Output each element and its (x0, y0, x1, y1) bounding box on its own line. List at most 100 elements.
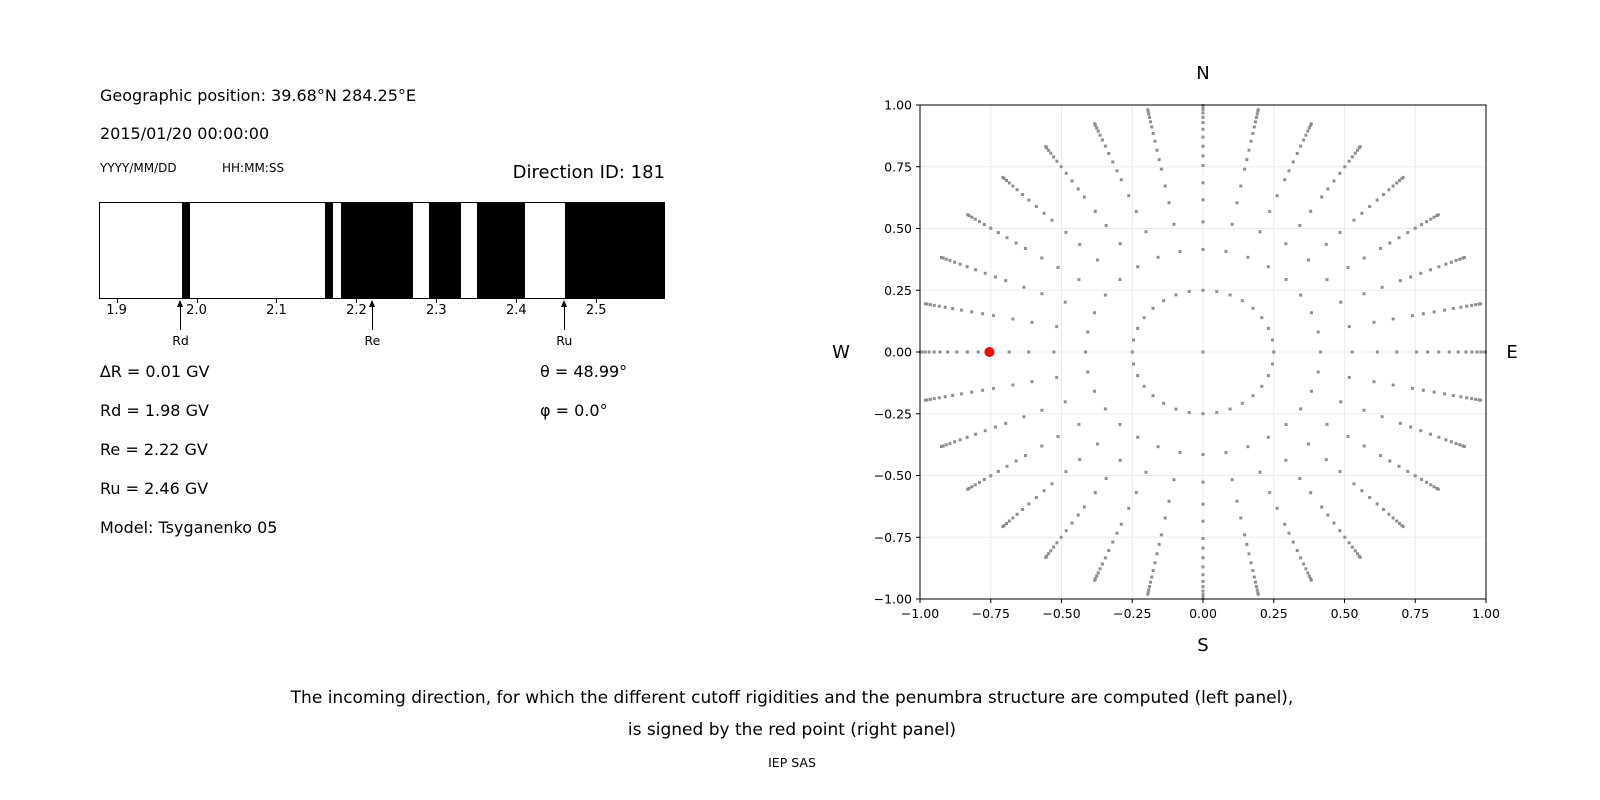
direction-dot (1004, 522, 1008, 526)
direction-dot (1056, 435, 1060, 439)
direction-dot (925, 302, 929, 306)
direction-dot (1415, 350, 1419, 354)
direction-dot (1470, 303, 1474, 307)
direction-dot (1320, 505, 1324, 509)
direction-dot (1239, 516, 1243, 520)
direction-dot (1156, 445, 1160, 449)
direction-dot (1444, 438, 1448, 442)
y-axis-tick-label: −0.50 (874, 468, 912, 483)
direction-dot (1059, 535, 1063, 539)
direction-dot (1395, 350, 1399, 354)
penumbra-axis-tick-label: 2.1 (266, 303, 287, 318)
direction-dot (1447, 350, 1451, 354)
direction-dot (1224, 451, 1228, 455)
direction-dot (1056, 265, 1060, 269)
cutoff-arrow-label: Re (364, 333, 381, 348)
direction-dot (1172, 478, 1176, 482)
penumbra-axis-tick-label: 1.9 (106, 303, 127, 318)
direction-dot (1326, 513, 1330, 517)
direction-dot (1436, 213, 1440, 217)
direction-dot (1201, 164, 1205, 168)
direction-dot (1291, 540, 1295, 544)
direction-dot (1449, 440, 1453, 444)
direction-dot (1421, 388, 1425, 392)
direction-dot (970, 310, 974, 314)
direction-dot (1150, 575, 1154, 579)
direction-dot (1287, 169, 1291, 173)
direction-dot (1320, 195, 1324, 199)
direction-dot (1249, 139, 1253, 143)
direction-dot (1042, 489, 1046, 493)
direction-dot (1425, 220, 1429, 224)
direction-dot (1201, 154, 1205, 158)
direction-dot (1270, 362, 1274, 366)
direction-dot (1421, 312, 1425, 316)
direction-dot (1347, 325, 1351, 329)
direction-dot (1157, 158, 1161, 162)
direction-dot (1397, 464, 1401, 468)
direction-dot (1254, 116, 1258, 119)
direction-dot (923, 350, 927, 354)
direction-dot (974, 432, 978, 436)
selected-direction-red-dot (984, 347, 995, 357)
direction-dot (1247, 148, 1251, 152)
cutoff-arrow-label: Ru (556, 333, 573, 348)
direction-dot (1030, 320, 1034, 324)
direction-dot (974, 268, 978, 272)
direction-dot (1098, 133, 1102, 137)
direction-dot (1442, 308, 1446, 312)
direction-dot (1040, 408, 1044, 412)
direction-dot (1201, 350, 1205, 354)
direction-dot (996, 469, 1000, 473)
direction-dot (1084, 350, 1088, 354)
direction-dot (981, 388, 985, 392)
rd-value: Rd = 1.98 GV (100, 401, 209, 420)
y-axis-tick-label: −1.00 (874, 592, 912, 607)
direction-dot (1187, 411, 1191, 415)
direction-dot (1375, 198, 1379, 202)
direction-dot (1011, 317, 1015, 321)
direction-dot (1425, 480, 1429, 484)
direction-dot (1201, 198, 1205, 202)
direction-dot (1266, 374, 1270, 378)
caption-line2: is signed by the red point (right panel) (627, 720, 957, 740)
direction-dot (1070, 521, 1074, 525)
direction-dot (1034, 205, 1038, 209)
direction-dot (993, 425, 997, 429)
direction-dot (1339, 400, 1343, 404)
direction-dot (1284, 458, 1288, 462)
direction-dot (1347, 541, 1351, 545)
direction-dot (970, 215, 974, 219)
direction-dot (948, 259, 952, 262)
direction-dot (1307, 574, 1311, 578)
direction-dot (1302, 138, 1306, 142)
direction-dot (1103, 556, 1107, 560)
direction-dot (1339, 300, 1343, 304)
direction-dot (1005, 464, 1009, 468)
direction-dot (1258, 230, 1262, 234)
direction-dot (977, 220, 981, 224)
direction-dot (1082, 505, 1086, 509)
direction-dot (1372, 380, 1376, 384)
direction-dot (1201, 135, 1205, 139)
direction-dot (1428, 268, 1432, 272)
direction-dot (1420, 223, 1424, 227)
direction-dot (983, 271, 987, 275)
south-label: S (1197, 635, 1208, 656)
direction-dot (1458, 443, 1462, 447)
forbidden-band (477, 203, 526, 298)
direction-dot (1151, 394, 1155, 398)
direction-dot (1284, 242, 1288, 246)
direction-dot (1429, 483, 1433, 487)
direction-dot (1298, 223, 1302, 227)
direction-dot (1022, 415, 1026, 419)
direction-dot (1098, 567, 1102, 571)
direction-dot (938, 350, 942, 354)
direction-dot (1142, 384, 1146, 388)
direction-dot (1338, 470, 1342, 474)
direction-dot (1295, 549, 1299, 553)
direction-dot (1362, 444, 1366, 448)
geographic-position-text: Geographic position: 39.68°N 284.25°E (100, 86, 416, 105)
direction-dot (1107, 549, 1111, 553)
direction-dot (1309, 122, 1313, 126)
